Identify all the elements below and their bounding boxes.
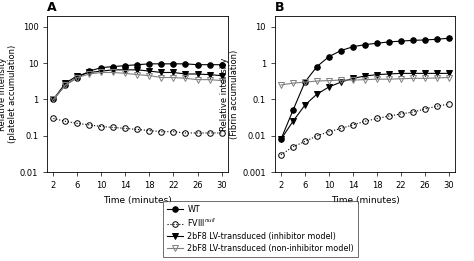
- Text: B: B: [275, 2, 284, 15]
- X-axis label: Time (minutes): Time (minutes): [330, 196, 400, 205]
- Legend: WT, FVIII$^{null}$, 2bF8 LV-transduced (inhibitor model), 2bF8 LV-transduced (no: WT, FVIII$^{null}$, 2bF8 LV-transduced (…: [163, 201, 358, 257]
- X-axis label: Time (minutes): Time (minutes): [103, 196, 172, 205]
- Y-axis label: Relative intensity
(platelet accumulation): Relative intensity (platelet accumulatio…: [0, 45, 17, 143]
- Text: A: A: [47, 2, 57, 15]
- Y-axis label: Relative intensity
(Fibrin accumulation): Relative intensity (Fibrin accumulation): [220, 49, 239, 139]
